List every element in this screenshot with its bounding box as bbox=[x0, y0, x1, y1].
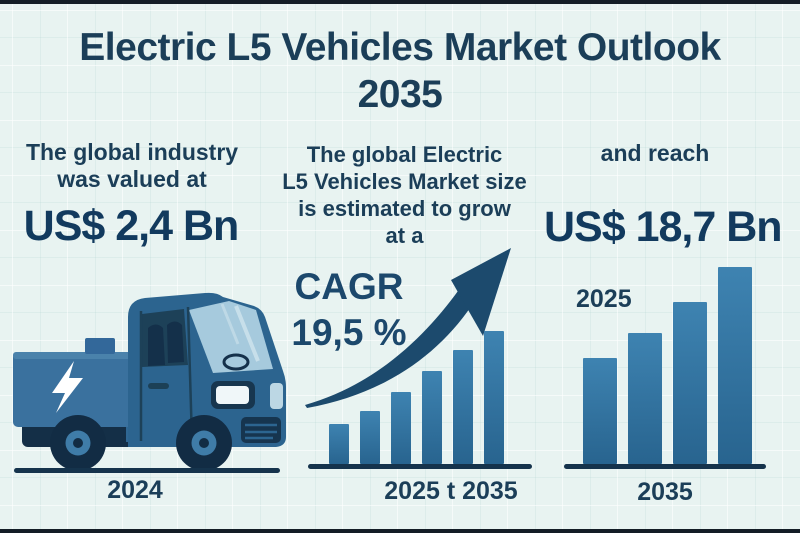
valuation-intro-line2: was valued at bbox=[57, 166, 207, 192]
valuation-value: US$ 2,4 Bn bbox=[23, 202, 240, 250]
headlight bbox=[216, 386, 249, 404]
valuation-intro: The global industry was valued at bbox=[8, 139, 256, 193]
projection-chart-baseline bbox=[564, 464, 766, 469]
electric-truck-illustration bbox=[13, 292, 286, 471]
growth-intro-line1: The global Electric bbox=[306, 142, 503, 167]
page-title: Electric L5 Vehicles Market Outlook 2035 bbox=[0, 24, 800, 118]
bar bbox=[673, 302, 707, 464]
projection-value: US$ 18,7 Bn bbox=[544, 203, 783, 251]
growth-arrow-icon bbox=[305, 248, 511, 408]
bar bbox=[391, 392, 411, 464]
valuation-year-label: 2024 bbox=[107, 476, 163, 504]
lightning-bolt-icon bbox=[52, 361, 83, 413]
cagr-value: 19,5 % bbox=[291, 312, 407, 353]
growth-intro-line4: at a bbox=[385, 223, 424, 248]
projection-bar-chart bbox=[583, 267, 752, 464]
front-grille bbox=[241, 417, 281, 443]
bar bbox=[453, 350, 473, 464]
projection-intro: and reach bbox=[600, 140, 710, 166]
bar bbox=[422, 371, 442, 464]
projection-end-year-label: 2035 bbox=[637, 478, 693, 506]
bar bbox=[583, 358, 617, 464]
truck-ground-line bbox=[14, 468, 280, 473]
bar bbox=[360, 411, 380, 464]
bar bbox=[718, 267, 752, 464]
valuation-intro-line1: The global industry bbox=[25, 139, 239, 165]
bottom-border bbox=[0, 529, 800, 533]
growth-period-label: 2025 t 2035 bbox=[384, 477, 518, 505]
growth-intro-line3: is estimated to grow bbox=[298, 196, 511, 221]
cagr-label: CAGR bbox=[294, 266, 404, 307]
growth-intro: The global Electric L5 Vehicles Market s… bbox=[262, 141, 547, 249]
bar bbox=[329, 424, 349, 464]
door-handle bbox=[148, 383, 169, 389]
steering-wheel bbox=[222, 353, 250, 371]
page-title-line1: Electric L5 Vehicles Market Outlook bbox=[79, 26, 721, 69]
growth-chart-baseline bbox=[308, 464, 532, 469]
cagr-block: CAGR 19,5 % bbox=[289, 264, 409, 356]
bar bbox=[628, 333, 662, 464]
growth-intro-line2: L5 Vehicles Market size bbox=[282, 169, 527, 194]
bar bbox=[484, 331, 504, 464]
page-title-line2: 2035 bbox=[357, 73, 443, 116]
windshield bbox=[189, 301, 273, 373]
projection-start-year-label: 2025 bbox=[576, 285, 632, 313]
growth-bar-chart bbox=[329, 330, 504, 464]
top-border bbox=[0, 0, 800, 4]
